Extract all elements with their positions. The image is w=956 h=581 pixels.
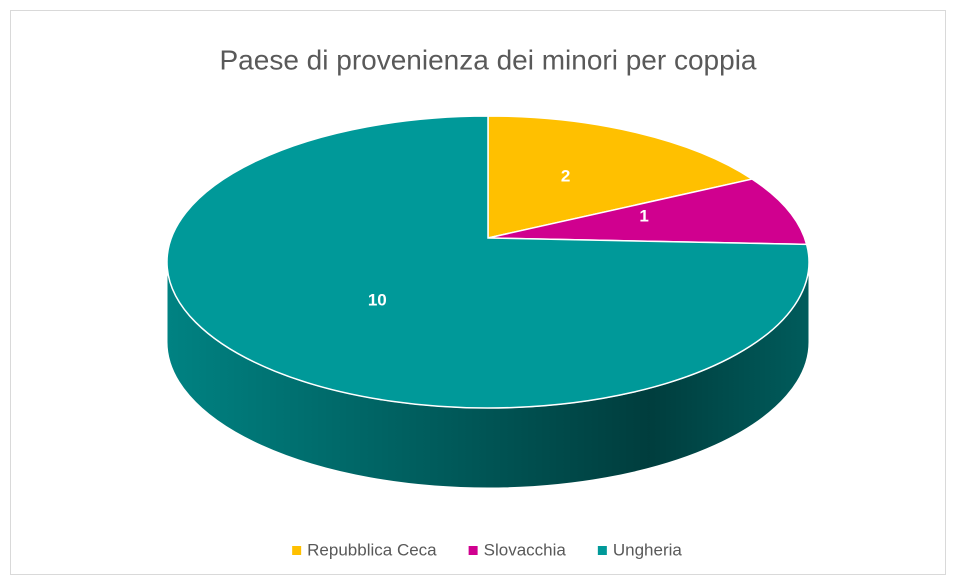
legend-swatch — [597, 546, 607, 555]
data-label: 1 — [639, 207, 648, 226]
data-label: 2 — [561, 166, 570, 185]
legend-item: Ungheria — [597, 540, 683, 559]
legend-item: Slovacchia — [468, 540, 567, 559]
pie-slice — [487, 178, 808, 246]
pie-slice — [487, 115, 755, 239]
data-label: 10 — [368, 290, 387, 309]
pie-slice — [166, 115, 810, 409]
legend-swatch — [468, 546, 478, 555]
legend-swatch — [292, 546, 302, 555]
legend-label: Slovacchia — [484, 540, 567, 559]
legend-label: Ungheria — [613, 540, 683, 559]
chart-title: Paese di provenienza dei minori per copp… — [220, 44, 757, 75]
legend-item: Repubblica Ceca — [292, 540, 437, 559]
legend-label: Repubblica Ceca — [307, 540, 437, 559]
